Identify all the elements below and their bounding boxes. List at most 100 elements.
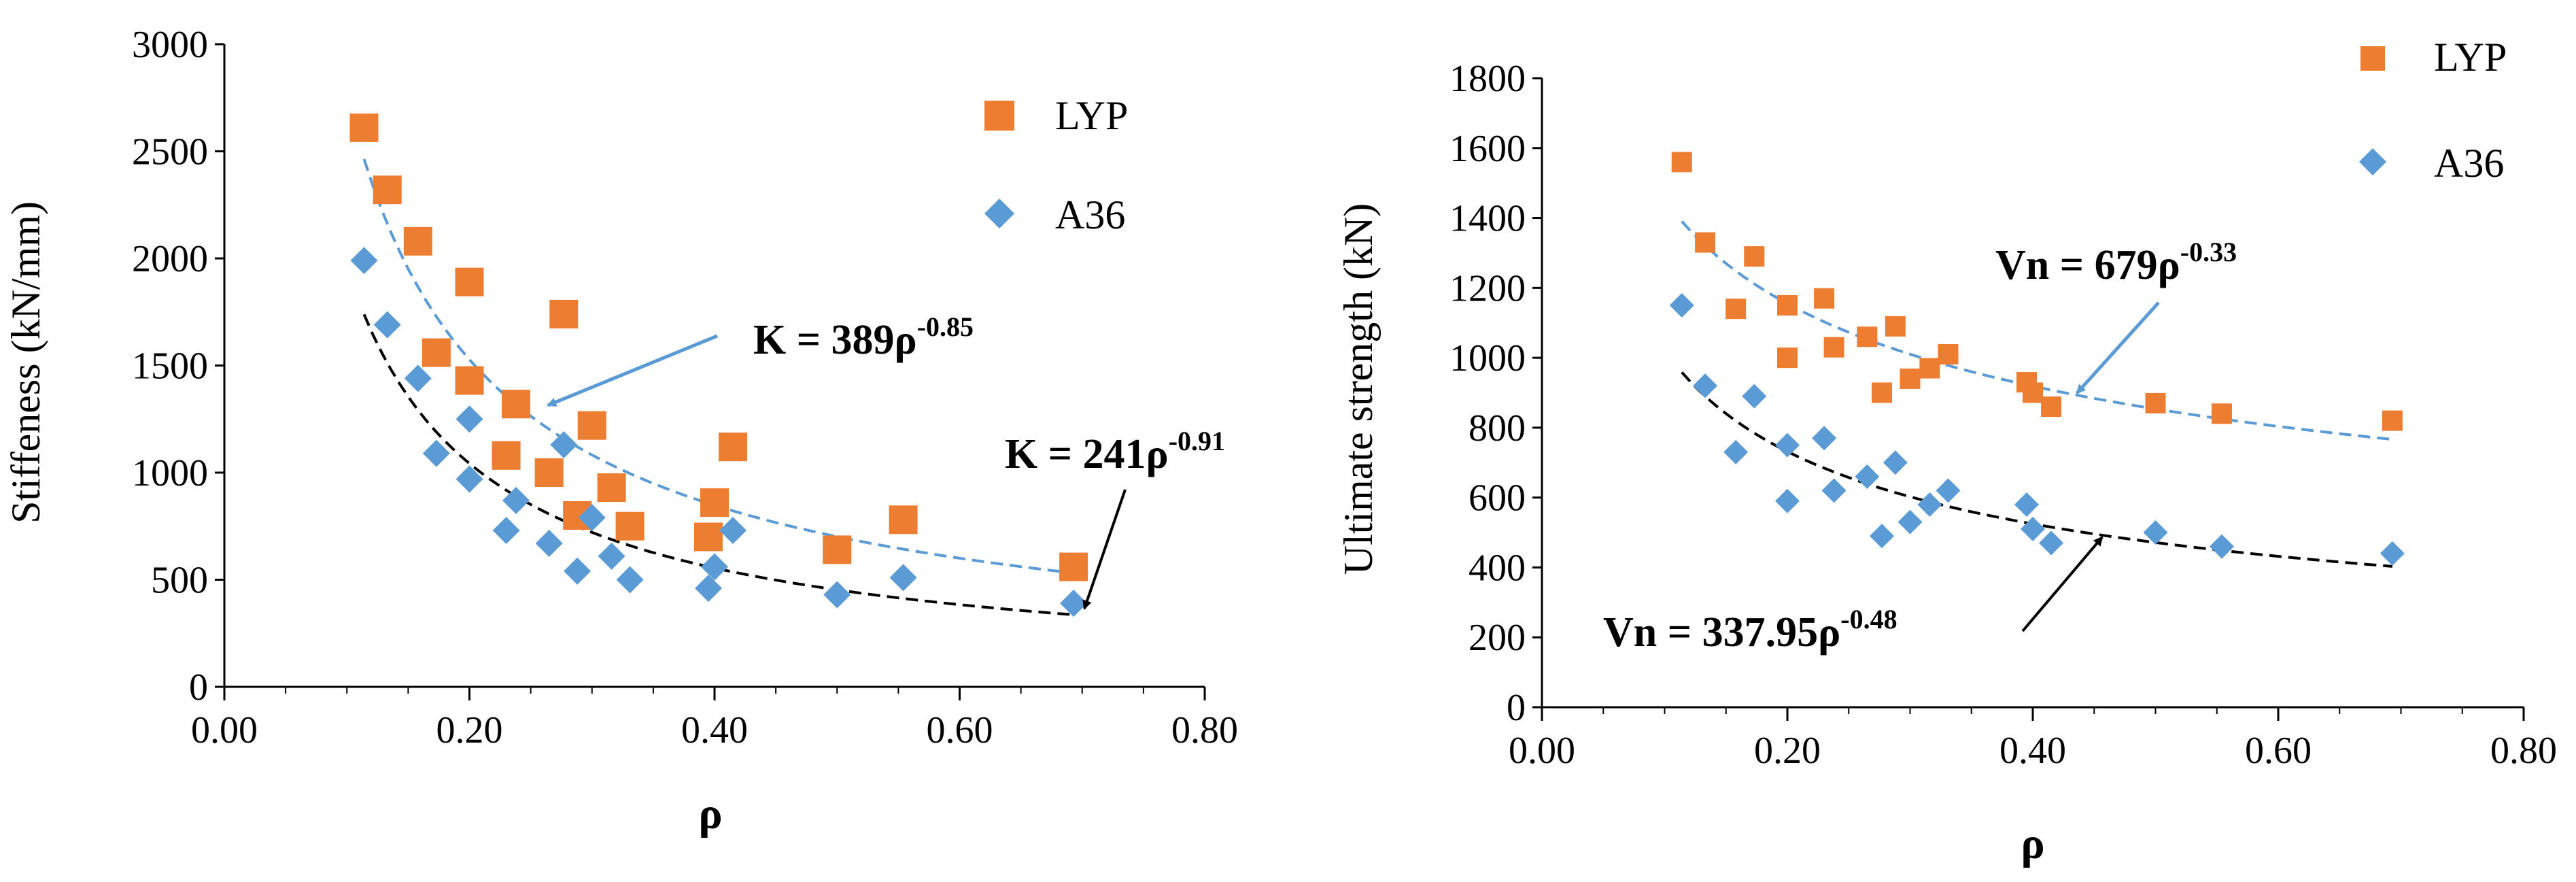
stiffness-legend: LYP A36 [984, 93, 1128, 237]
a36-point [889, 564, 917, 592]
a36-point [1775, 432, 1800, 458]
lyp-point [492, 441, 521, 470]
lyp-point [2041, 396, 2062, 418]
stiffness-chart: 0 500 1000 1500 2000 2500 3000 0.00 0.20 0.40 0.60… [3, 24, 1238, 838]
a36-point [1723, 439, 1749, 464]
y-tick-label: 1800 [1449, 58, 1526, 100]
lyp-point [1857, 326, 1878, 347]
lyp-point [534, 458, 564, 487]
a36-point [598, 542, 625, 570]
a36-point [1060, 590, 1088, 617]
lyp-point [1777, 295, 1798, 316]
lyp-point [1695, 232, 1716, 253]
a36-point [2014, 492, 2039, 517]
a36-point [1693, 373, 1718, 398]
x-tick-label: 0.40 [681, 709, 748, 751]
strength-data-points [1669, 152, 2405, 566]
a36-point [701, 553, 728, 581]
legend-lyp-marker [984, 101, 1014, 131]
lyp-point [2382, 410, 2403, 431]
a36-fit-arrow [1082, 489, 1127, 610]
legend-lyp-marker [2360, 46, 2385, 71]
lyp-point [2023, 382, 2043, 403]
y-tick-label: 2500 [132, 131, 208, 173]
x-tick-label: 0.80 [1171, 709, 1238, 751]
lyp-point [349, 113, 379, 142]
a36-fit-equation: K = 241ρ-0.91 [1005, 426, 1225, 477]
a36-point [1855, 464, 1880, 489]
lyp-point [1059, 552, 1088, 581]
a36-point [422, 439, 450, 467]
lyp-point [719, 432, 748, 462]
a36-fit-arrow [2021, 536, 2103, 632]
lyp-point [2145, 392, 2166, 413]
a36-point [1742, 384, 1767, 409]
lyp-point [403, 226, 432, 256]
lyp-point [2211, 403, 2232, 424]
lyp-point [577, 411, 606, 440]
lyp-point [1823, 337, 1844, 358]
lyp-fit-arrow [2076, 301, 2160, 394]
strength-fit-lines [1681, 220, 2393, 568]
x-tick-label: 0.00 [191, 709, 258, 751]
a36-point [1669, 293, 1694, 318]
y-tick-label: 1000 [1449, 337, 1526, 379]
lyp-point [455, 366, 484, 395]
a36-point [823, 581, 851, 609]
a36-point [550, 431, 578, 459]
lyp-point [597, 473, 626, 503]
a36-point [616, 566, 644, 594]
y-tick-label: 200 [1469, 617, 1526, 659]
a36-point [1883, 450, 1908, 475]
ultimate-strength-chart: 0 200 400 600 800 1000 1200 1400 1600 1800 0.00 0.2… [1336, 35, 2557, 868]
a36-point [1917, 492, 1942, 517]
a36-point [502, 486, 530, 514]
y-tick-label: 2000 [132, 238, 208, 280]
a36-point [350, 247, 378, 275]
y-tick-label: 0 [189, 666, 208, 709]
lyp-point [700, 488, 729, 518]
legend-a36-marker [984, 199, 1014, 228]
y-tick-label: 1600 [1449, 128, 1526, 170]
lyp-point [693, 522, 723, 552]
stiffness-y-axis-label: Stiffeness (kN/mm) [3, 201, 48, 524]
a36-point [1897, 509, 1923, 535]
lyp-point [1885, 316, 1906, 337]
legend-a36-label: A36 [2434, 141, 2504, 186]
y-tick-label: 1000 [132, 452, 208, 494]
lyp-fit-equation: K = 389ρ-0.85 [753, 311, 974, 363]
legend-lyp-label: LYP [1055, 93, 1128, 138]
a36-point [578, 504, 606, 532]
y-tick-label: 1200 [1449, 267, 1526, 309]
y-tick-label: 800 [1469, 407, 1526, 450]
x-tick-label: 0.20 [436, 709, 503, 751]
a36-point [2039, 530, 2064, 556]
strength-axes [1532, 77, 2525, 721]
y-tick-label: 1500 [132, 345, 208, 388]
a36-point [1812, 426, 1837, 451]
lyp-point [455, 267, 484, 296]
lyp-point [501, 390, 530, 419]
a36-point [2021, 516, 2045, 541]
stiffness-tick-labels: 0 500 1000 1500 2000 2500 3000 0.00 0.20 0.40 0.60… [132, 24, 1238, 751]
a36-point [1821, 478, 1847, 503]
lyp-fit-equation: Vn = 679ρ-0.33 [1995, 237, 2237, 288]
lyp-point [1744, 246, 1765, 267]
lyp-point [615, 511, 645, 541]
a36-point [492, 517, 520, 545]
lyp-point [1814, 288, 1835, 309]
strength-tick-labels: 0 200 400 600 800 1000 1200 1400 1600 1800 0.00 0.2… [1449, 58, 2557, 772]
a36-point [694, 575, 722, 603]
lyp-point [549, 299, 579, 328]
lyp-point [1938, 343, 1959, 364]
x-tick-label: 0.60 [927, 709, 993, 751]
lyp-point [1919, 358, 1940, 379]
lyp-point [1777, 347, 1798, 369]
x-tick-label: 0.20 [1754, 730, 1821, 772]
a36-point [564, 557, 591, 585]
stiffness-axes [215, 43, 1206, 700]
strength-x-axis-label: ρ [2021, 819, 2044, 868]
a36-point [456, 465, 483, 493]
stiffness-x-axis-label: ρ [698, 789, 722, 838]
